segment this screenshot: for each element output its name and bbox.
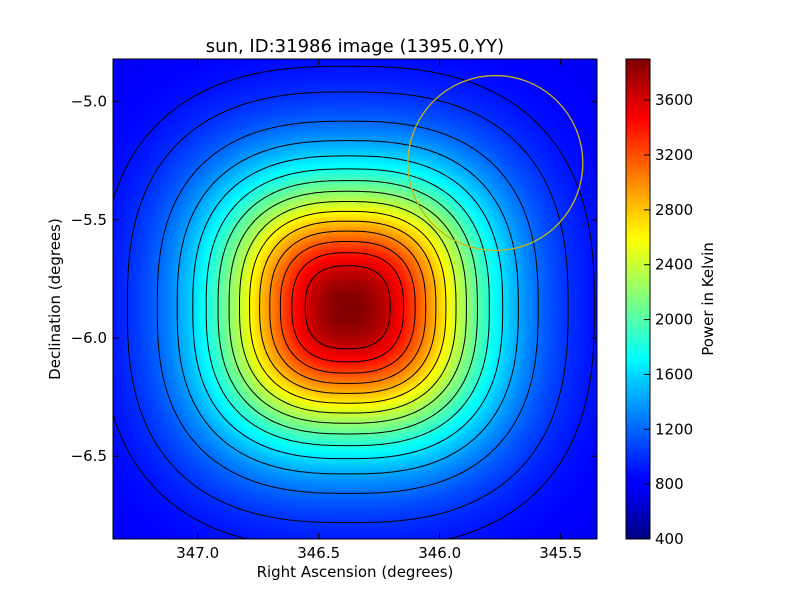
colorbar-tick-label: 3600 [655,91,693,109]
contour-line [228,190,467,424]
colorbar-tick-label: 2400 [655,256,693,274]
contour-line [192,155,504,460]
contour-lines [113,65,595,539]
chart-title: sun, ID:31986 image (1395.0,YY) [206,36,504,57]
contour-line [217,180,478,435]
contour-line [176,140,519,475]
colorbar-tick-label: 3200 [655,146,693,164]
colorbar-tick-label: 400 [655,530,684,548]
contour-line [259,220,437,394]
x-tick-label: 345.5 [539,544,582,562]
y-tick-label: −5.0 [71,93,107,111]
x-tick-label: 346.5 [297,544,340,562]
contour-line [126,91,569,524]
contour-line [113,65,595,539]
x-tick-label: 346.0 [418,544,461,562]
contour-line [249,210,447,404]
contour-line [279,241,416,374]
x-axis-ticks: 347.0 346.5 346.0 345.5 [176,59,582,562]
y-tick-label: −5.5 [71,211,107,229]
contour-line [291,252,405,363]
colorbar-ticks: 400 800 1200 1600 2000 2400 2800 3200 3600 [644,91,693,548]
colorbar-tick-label: 1600 [655,365,693,383]
contour-line [156,120,539,494]
colorbar-tick-label: 800 [655,475,684,493]
colorbar-tick-label: 2000 [655,311,693,329]
heatmap-image [113,59,597,539]
plot-frame [112,58,598,540]
contour-line [239,201,457,414]
colorbar: 400 800 1200 1600 2000 2400 2800 3200 3600 [625,58,693,548]
beam-circle [407,74,584,252]
y-tick-label: −6.5 [71,447,107,465]
colorbar-tick-label: 2800 [655,201,693,219]
contour-line [269,230,427,384]
plot-area [112,58,598,540]
colorbar-gradient [625,58,651,540]
colorbar-label: Power in Kelvin [699,242,717,356]
colorbar-tick-label: 1200 [655,420,693,438]
y-tick-label: −6.0 [71,329,107,347]
y-axis-ticks: −5.0 −5.5 −6.0 −6.5 [71,93,597,465]
contour-line [205,168,490,447]
x-tick-label: 347.0 [176,544,219,562]
y-axis-label: Declination (degrees) [46,218,64,380]
contour-line [304,265,391,350]
x-axis-label: Right Ascension (degrees) [257,563,454,581]
